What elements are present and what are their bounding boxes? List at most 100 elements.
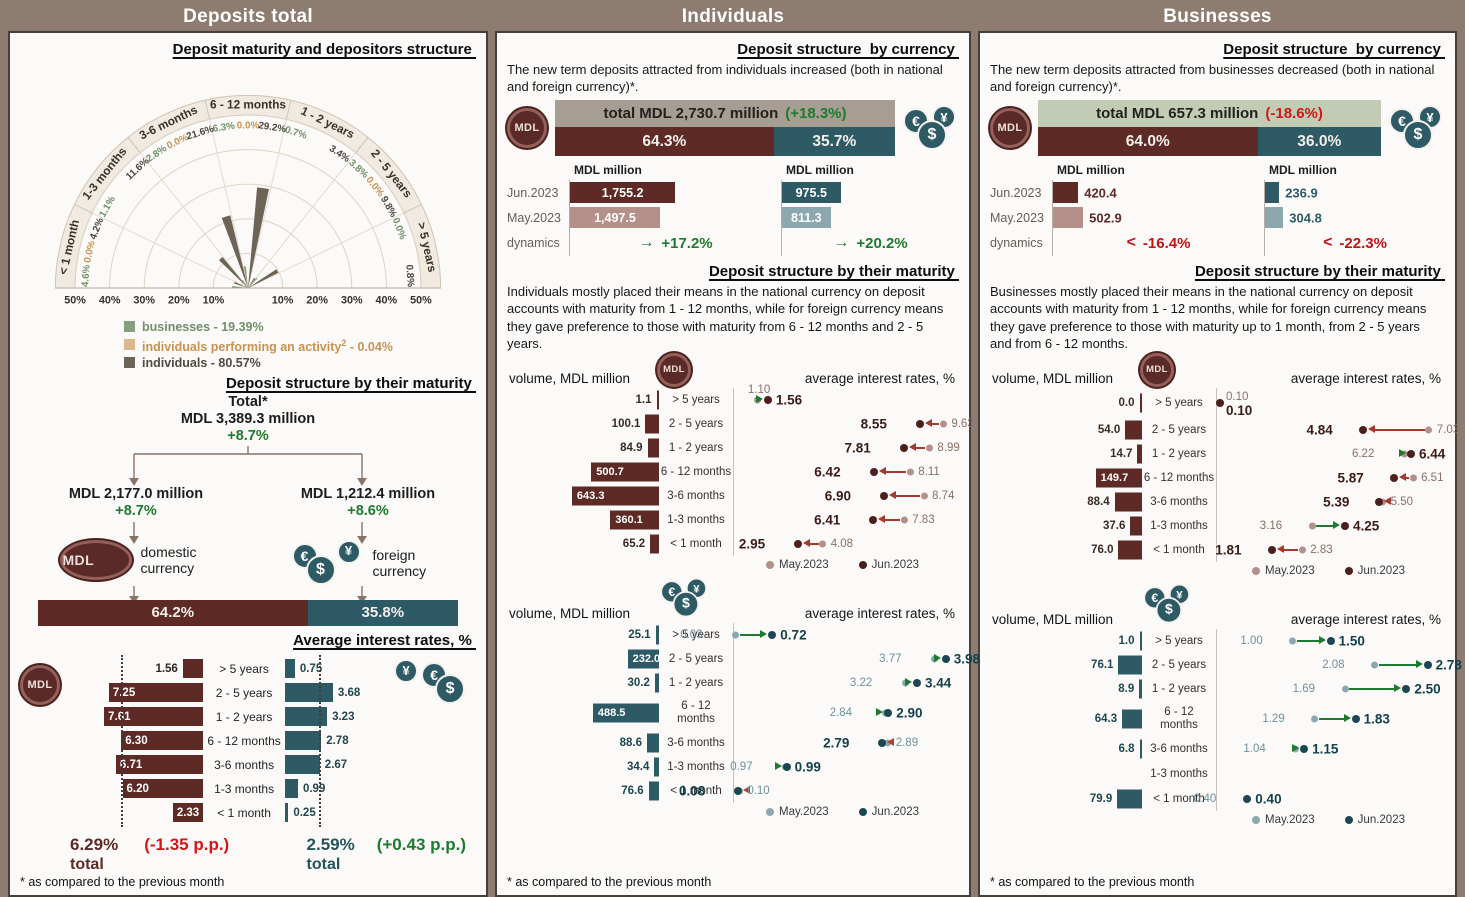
tornado-row: 2.33 < 1 month 0.25 bbox=[65, 801, 421, 825]
maturity-structure-text: Businesses mostly placed their means in … bbox=[990, 284, 1427, 351]
jun-dot bbox=[869, 467, 878, 476]
rate-cell: 1.00 1.50 bbox=[1216, 628, 1445, 653]
mdl-rate-value: 7.61 bbox=[108, 710, 131, 723]
svg-text:6.3%: 6.3% bbox=[212, 121, 236, 135]
currency-structure-text: The new term deposits attracted from ind… bbox=[507, 62, 943, 95]
trend-line bbox=[1316, 524, 1334, 527]
mdl-coin-icon: MDL bbox=[59, 539, 132, 580]
rate-cell: 2.89 2.79 bbox=[733, 730, 959, 755]
legend-swatch bbox=[124, 321, 135, 333]
fx-rate-bar bbox=[285, 659, 295, 679]
jun-dot bbox=[878, 738, 887, 747]
category-label: > 5 years bbox=[219, 661, 269, 676]
volume-bar bbox=[1139, 393, 1142, 413]
mdl-rate-bar bbox=[172, 803, 204, 823]
category-label: 2 - 5 years bbox=[1151, 658, 1207, 671]
total-amount: MDL 3,389.3 million bbox=[180, 410, 316, 427]
svg-text:50%: 50% bbox=[410, 295, 432, 307]
chart-row: 54.0 2 - 5 years 7.03 4.84 bbox=[1014, 417, 1459, 442]
domestic-caption: MDL domestic currency bbox=[20, 539, 252, 580]
volume-cell: 1.0 bbox=[1014, 629, 1142, 653]
jun-value: 8.55 bbox=[860, 416, 887, 432]
volume-cell: 8.9 bbox=[1014, 677, 1142, 701]
jun-dot bbox=[768, 630, 777, 639]
may-bar bbox=[570, 207, 660, 229]
increase-arrow-icon bbox=[1343, 714, 1351, 723]
volume-cell: 149.7 bbox=[1014, 466, 1142, 490]
jun-value: 2.79 bbox=[823, 735, 850, 751]
volume-bar bbox=[1130, 516, 1142, 536]
jun-value: 2.95 bbox=[738, 536, 766, 552]
volume-value: 1.1 bbox=[635, 393, 652, 406]
legend-item: Jun.2023 bbox=[858, 559, 919, 571]
may-value: 0.97 bbox=[730, 760, 753, 773]
rate-cell: 0.03 0.72 bbox=[680, 622, 959, 647]
category-label: 6 - 12 months bbox=[677, 700, 715, 725]
volume-bar bbox=[656, 390, 659, 410]
increase-arrow-icon bbox=[904, 678, 912, 687]
category-label: 1-3 months bbox=[214, 781, 275, 796]
rate-cell: 6.51 5.87 bbox=[1216, 465, 1445, 490]
rate-cell: 1.10 1.56 bbox=[733, 384, 959, 412]
volume-cell: 64.3 bbox=[1014, 701, 1142, 737]
legend-item: May.2023 bbox=[1252, 814, 1315, 826]
column-deposits-total: Deposits total Deposit maturity and depo… bbox=[8, 5, 488, 897]
volume-cell: 76.0 bbox=[1014, 538, 1142, 562]
category-label: 1 - 2 years bbox=[668, 676, 724, 689]
rate-cell: 8.74 6.90 bbox=[733, 483, 959, 508]
maturity-tree: Total* MDL 3,389.3 million +8.7% MDL 2,1… bbox=[20, 394, 476, 626]
jun-dot bbox=[899, 443, 908, 452]
total-bar: total MDL 2,730.7 million (+18.3%) bbox=[555, 100, 895, 128]
volume-cell: 25.1 bbox=[531, 623, 659, 647]
rate-cell: 7.03 4.84 bbox=[1216, 417, 1459, 442]
chart-row: 500.7 6 - 12 months 8.11 6.42 bbox=[531, 459, 959, 484]
jun-dot bbox=[1326, 636, 1335, 645]
total-bar: total MDL 657.3 million (-18.6%) bbox=[1038, 100, 1381, 128]
mdl-rate-cell: 6.20 bbox=[65, 777, 204, 801]
fx-rate-value: 2.78 bbox=[326, 734, 349, 747]
jun-value: 0.72 bbox=[780, 627, 807, 643]
rate-cell: 6.22 6.44 bbox=[1216, 441, 1445, 466]
volume-value: 149.7 bbox=[1100, 471, 1129, 484]
dynamics-value: -16.4% bbox=[1142, 234, 1191, 252]
may-dot bbox=[819, 540, 827, 548]
interest-rates-tornado-chart: MDL 1.56 > 5 years 0.75 7.25 2 - 5 years 3.68… bbox=[20, 654, 476, 827]
legend-item: Jun.2023 bbox=[858, 806, 919, 818]
domestic-share-segment: 64.2% bbox=[38, 599, 308, 626]
jun-value: 4.84 bbox=[1306, 422, 1333, 438]
tree-total-node: Total* MDL 3,389.3 million +8.7% bbox=[20, 394, 476, 445]
row-label: Jun.2023 bbox=[990, 185, 1042, 200]
volume-bar bbox=[1137, 444, 1142, 464]
foreign-delta: +8.6% bbox=[347, 502, 389, 519]
increase-arrow-icon bbox=[876, 708, 884, 717]
volume-value: 88.4 bbox=[1087, 495, 1110, 508]
fx-rate-value: 3.68 bbox=[337, 686, 361, 699]
may-value: 1.69 bbox=[1292, 682, 1316, 695]
value-cell: 1,755.2 bbox=[569, 180, 781, 206]
foreign-share-segment: 35.8% bbox=[307, 599, 458, 626]
mdl-coin-icon: MDL bbox=[1140, 352, 1174, 387]
mdl-rate-bar bbox=[121, 731, 204, 751]
bar-value: 502.9 bbox=[1089, 210, 1122, 226]
bar-value: 1,497.5 bbox=[594, 210, 636, 225]
bar-value: 975.5 bbox=[795, 185, 827, 200]
currency-bars: total MDL 2,730.7 million (+18.3%) 64.3%… bbox=[555, 100, 895, 157]
rates-header: average interest rates, % bbox=[804, 370, 955, 386]
svg-text:1-3 months: 1-3 months bbox=[80, 145, 130, 203]
jun-value: 1.15 bbox=[1312, 741, 1339, 757]
volume-bar bbox=[654, 757, 659, 777]
chart-row: 34.4 1-3 months 0.97 0.99 bbox=[531, 754, 959, 779]
domestic-caption-label: domestic currency bbox=[140, 543, 197, 576]
chart-row: 1.0 > 5 years 1.00 1.50 bbox=[1014, 628, 1445, 653]
category-label: 6 - 12 months bbox=[660, 465, 732, 478]
volume-value: 100.1 bbox=[611, 417, 641, 430]
dynamics-cell: < -16.4% bbox=[1052, 230, 1264, 257]
may-dot bbox=[906, 468, 914, 476]
mdl-rate-cell: 6.71 bbox=[65, 753, 204, 777]
footnote: * as compared to the previous month bbox=[507, 874, 712, 889]
value-cell: 304.8 bbox=[1264, 205, 1445, 231]
column-header: MDL million bbox=[786, 163, 854, 178]
rate-cell: 1.04 1.15 bbox=[1216, 736, 1445, 761]
may-value: 3.22 bbox=[849, 676, 873, 689]
